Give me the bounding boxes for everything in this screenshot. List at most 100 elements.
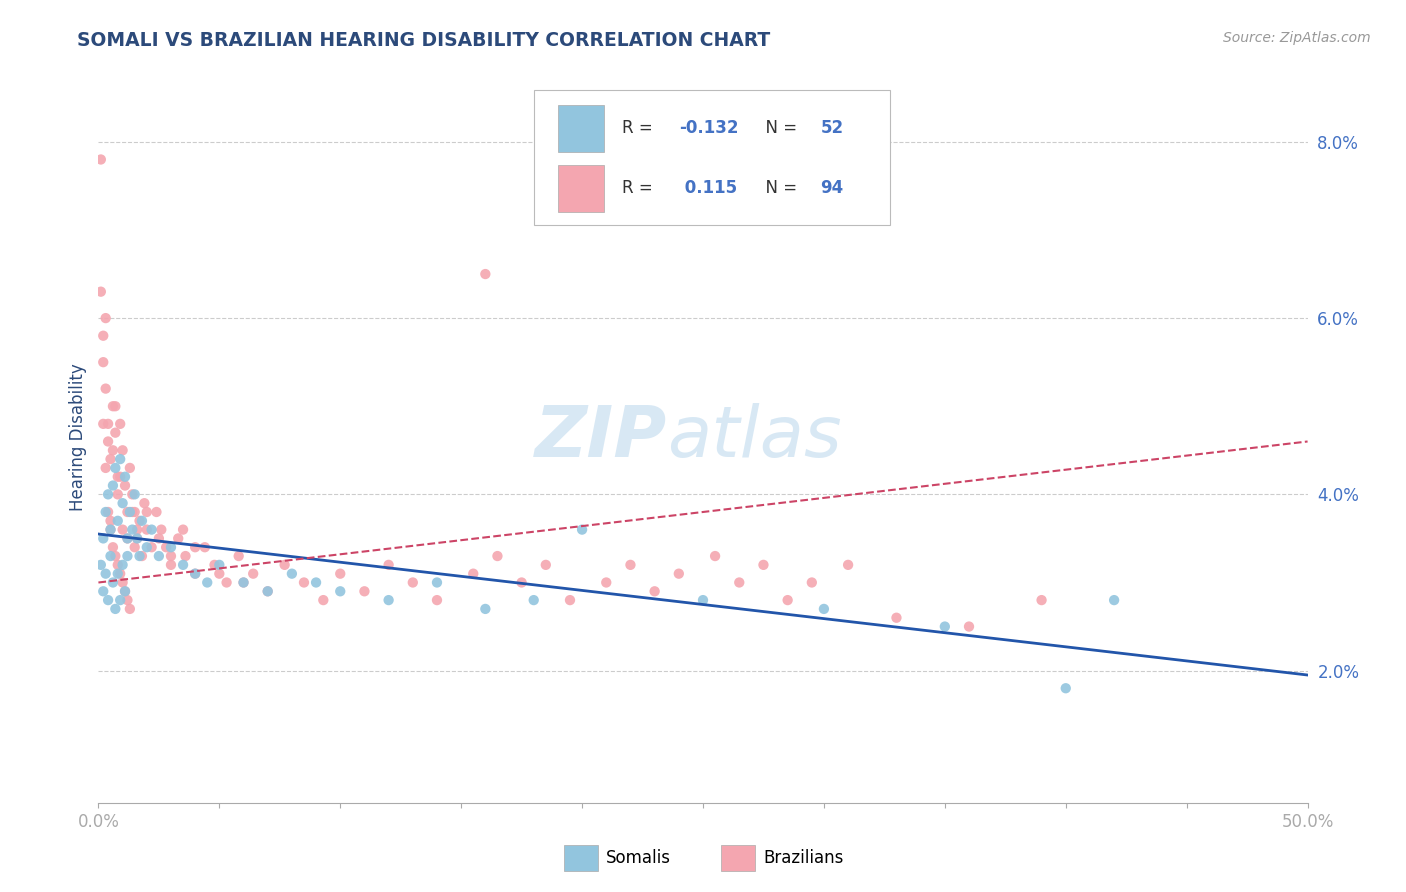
- Point: [728, 575, 751, 590]
- Point: [104, 602, 127, 616]
- Point: [91, 355, 114, 369]
- Point: [571, 523, 593, 537]
- Text: ZIP: ZIP: [534, 402, 666, 472]
- Point: [91, 584, 114, 599]
- FancyBboxPatch shape: [558, 104, 603, 153]
- Point: [101, 478, 124, 492]
- Point: [108, 417, 131, 431]
- Point: [131, 514, 153, 528]
- Text: -0.132: -0.132: [679, 120, 738, 137]
- Text: N =: N =: [755, 120, 803, 137]
- Point: [668, 566, 690, 581]
- Point: [135, 523, 157, 537]
- Point: [134, 496, 156, 510]
- Point: [184, 566, 207, 581]
- Point: [135, 540, 157, 554]
- Point: [101, 443, 124, 458]
- Point: [644, 584, 666, 599]
- Point: [256, 584, 278, 599]
- Point: [100, 514, 122, 528]
- Point: [800, 575, 823, 590]
- Point: [232, 575, 254, 590]
- Point: [510, 575, 533, 590]
- Point: [124, 540, 146, 554]
- Point: [131, 549, 153, 563]
- Point: [117, 532, 139, 546]
- Point: [104, 425, 127, 440]
- Point: [228, 549, 250, 563]
- Point: [107, 558, 129, 572]
- Point: [155, 540, 177, 554]
- Point: [114, 584, 136, 599]
- Point: [208, 558, 231, 572]
- Point: [118, 602, 141, 616]
- Point: [107, 514, 129, 528]
- Point: [97, 505, 120, 519]
- Point: [114, 478, 136, 492]
- FancyBboxPatch shape: [534, 90, 890, 225]
- Point: [127, 532, 149, 546]
- Point: [692, 593, 714, 607]
- Point: [108, 452, 131, 467]
- Point: [90, 285, 112, 299]
- Point: [111, 523, 134, 537]
- Point: [474, 602, 496, 616]
- Text: 94: 94: [820, 179, 844, 197]
- Text: Brazilians: Brazilians: [763, 848, 844, 867]
- Point: [108, 469, 131, 483]
- Point: [619, 558, 641, 572]
- Point: [305, 575, 328, 590]
- Point: [107, 487, 129, 501]
- Point: [204, 558, 226, 572]
- Point: [97, 417, 120, 431]
- Point: [273, 558, 295, 572]
- Point: [160, 558, 183, 572]
- Text: atlas: atlas: [666, 402, 841, 472]
- Point: [97, 434, 120, 449]
- Point: [117, 549, 139, 563]
- Point: [90, 153, 112, 167]
- Text: SOMALI VS BRAZILIAN HEARING DISABILITY CORRELATION CHART: SOMALI VS BRAZILIAN HEARING DISABILITY C…: [77, 31, 770, 50]
- Point: [94, 505, 117, 519]
- FancyBboxPatch shape: [558, 165, 603, 212]
- Point: [148, 549, 170, 563]
- Point: [141, 523, 163, 537]
- Point: [107, 566, 129, 581]
- Point: [141, 540, 163, 554]
- Point: [957, 619, 980, 633]
- Point: [463, 566, 485, 581]
- Point: [184, 540, 207, 554]
- Point: [353, 584, 375, 599]
- Point: [111, 575, 134, 590]
- Point: [100, 549, 122, 563]
- Point: [118, 461, 141, 475]
- Point: [704, 549, 727, 563]
- Point: [194, 540, 217, 554]
- Point: [127, 523, 149, 537]
- Point: [94, 566, 117, 581]
- Point: [104, 549, 127, 563]
- Point: [117, 532, 139, 546]
- Point: [118, 505, 141, 519]
- Point: [104, 399, 127, 413]
- Point: [148, 532, 170, 546]
- Point: [534, 558, 557, 572]
- Point: [195, 575, 218, 590]
- Point: [329, 584, 352, 599]
- Point: [128, 514, 150, 528]
- Point: [94, 461, 117, 475]
- Point: [377, 558, 399, 572]
- Point: [114, 469, 136, 483]
- Point: [160, 540, 183, 554]
- Text: Somalis: Somalis: [606, 848, 671, 867]
- Point: [595, 575, 617, 590]
- Point: [426, 575, 449, 590]
- Point: [232, 575, 254, 590]
- Y-axis label: Hearing Disability: Hearing Disability: [69, 363, 87, 511]
- Text: N =: N =: [755, 179, 803, 197]
- Point: [101, 399, 124, 413]
- Text: 0.115: 0.115: [679, 179, 737, 197]
- Point: [160, 549, 183, 563]
- Point: [167, 532, 190, 546]
- Point: [100, 523, 122, 537]
